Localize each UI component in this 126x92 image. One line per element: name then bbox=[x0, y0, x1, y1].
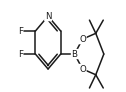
Text: N: N bbox=[45, 12, 51, 21]
Text: F: F bbox=[18, 27, 23, 36]
Text: O: O bbox=[79, 35, 86, 44]
Text: B: B bbox=[71, 50, 77, 59]
Text: O: O bbox=[79, 64, 86, 74]
Text: F: F bbox=[18, 50, 23, 59]
